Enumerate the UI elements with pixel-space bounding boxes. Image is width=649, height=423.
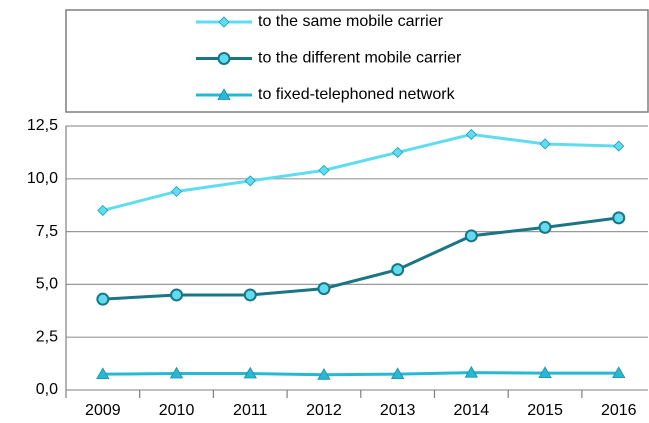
y-tick-label: 7,5 [36, 223, 58, 240]
marker [538, 220, 552, 234]
marker [612, 211, 626, 225]
marker [464, 229, 478, 243]
x-tick-label: 2015 [527, 402, 563, 419]
marker [243, 366, 257, 379]
y-tick-label: 12,5 [27, 117, 58, 134]
marker [390, 367, 405, 380]
y-tick-label: 0,0 [36, 381, 58, 398]
x-tick-label: 2012 [306, 402, 342, 419]
marker [170, 185, 183, 198]
marker [538, 366, 552, 379]
legend-marker [218, 16, 230, 28]
legend-label: to the different mobile carrier [258, 50, 462, 67]
legend-label: to the same mobile carrier [258, 13, 444, 30]
legend-marker [217, 88, 231, 100]
legend-marker [217, 52, 231, 65]
legend-box [65, 9, 649, 113]
marker [317, 282, 331, 296]
y-tick-label: 2,5 [36, 328, 58, 345]
marker [613, 140, 625, 152]
y-tick-label: 10,0 [27, 170, 58, 187]
marker [170, 288, 184, 302]
marker [169, 366, 184, 379]
marker [317, 367, 331, 380]
series-line [102, 216, 619, 301]
marker [243, 288, 257, 302]
marker [465, 128, 477, 141]
legend-label: to fixed-telephoned network [258, 86, 456, 103]
x-tick-label: 2011 [233, 402, 268, 419]
marker [318, 164, 330, 176]
x-tick-label: 2010 [159, 402, 195, 419]
marker [391, 263, 405, 277]
marker [96, 292, 110, 306]
marker [97, 204, 109, 217]
marker [244, 175, 256, 187]
series-line [102, 371, 619, 377]
marker [392, 146, 404, 158]
marker [96, 367, 110, 380]
series-line [102, 132, 619, 212]
marker [539, 138, 551, 150]
x-tick-label: 2009 [85, 402, 121, 419]
x-tick-label: 2016 [601, 402, 637, 419]
marker [464, 365, 479, 378]
marker [612, 366, 626, 379]
x-tick-label: 2014 [454, 402, 490, 419]
y-tick-label: 5,0 [36, 276, 58, 293]
x-tick-label: 2013 [380, 402, 416, 419]
